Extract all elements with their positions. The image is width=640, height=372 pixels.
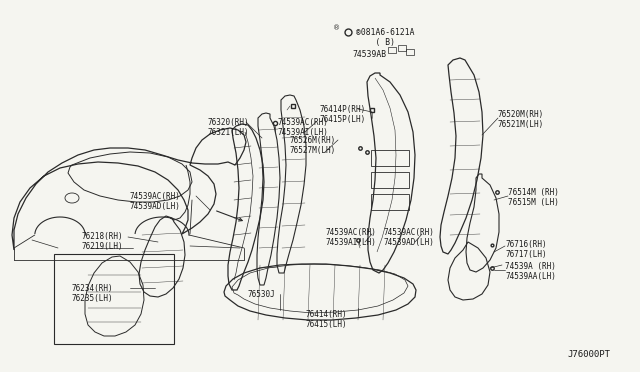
Bar (371, 194, 409, 210)
Text: J76000PT: J76000PT (567, 350, 610, 359)
Text: 74539AC(RH)
74539AD(LH): 74539AC(RH) 74539AD(LH) (383, 228, 434, 247)
Text: 76514M (RH)
76515M (LH): 76514M (RH) 76515M (LH) (508, 188, 559, 208)
Bar (371, 150, 409, 166)
Text: 74539AC(RH)
74539AI(LH): 74539AC(RH) 74539AI(LH) (278, 118, 329, 137)
Text: 76414(RH)
76415(LH): 76414(RH) 76415(LH) (305, 310, 347, 329)
Text: 76320(RH)
76321(LH): 76320(RH) 76321(LH) (208, 118, 250, 137)
Text: 74539A (RH)
74539AA(LH): 74539A (RH) 74539AA(LH) (505, 262, 556, 281)
Text: ®081A6-6121A
    ( B): ®081A6-6121A ( B) (356, 28, 415, 47)
Bar (406, 49, 414, 55)
Text: 74539AB: 74539AB (352, 50, 386, 59)
Text: 74539AC(RH)
74539AI(LH): 74539AC(RH) 74539AI(LH) (325, 228, 376, 247)
Text: 76234(RH)
76235(LH): 76234(RH) 76235(LH) (72, 284, 114, 304)
Text: 76530J: 76530J (248, 290, 276, 299)
Bar (398, 45, 406, 51)
Bar (388, 47, 396, 53)
Bar (54, 254, 174, 344)
Bar (371, 172, 409, 188)
Text: 76526M(RH)
76527M(LH): 76526M(RH) 76527M(LH) (290, 136, 336, 155)
Text: 76716(RH)
76717(LH): 76716(RH) 76717(LH) (505, 240, 547, 259)
Text: 76218(RH)
76219(LH): 76218(RH) 76219(LH) (82, 232, 124, 251)
Text: 76414P(RH)
76415P(LH): 76414P(RH) 76415P(LH) (320, 105, 366, 124)
Text: ®: ® (333, 25, 340, 31)
Text: 74539AC(RH)
74539AD(LH): 74539AC(RH) 74539AD(LH) (130, 192, 181, 211)
Text: 76520M(RH)
76521M(LH): 76520M(RH) 76521M(LH) (498, 110, 544, 129)
